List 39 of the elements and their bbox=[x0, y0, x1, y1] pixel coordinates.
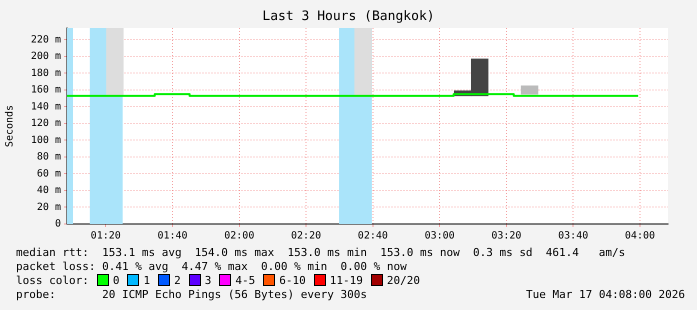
y-tick-label: 20 m bbox=[36, 202, 61, 213]
x-tick-label: 02:20 bbox=[291, 230, 322, 242]
text: 0 bbox=[112, 274, 120, 287]
y-tick-label: 80 m bbox=[36, 152, 61, 163]
text: 3 bbox=[204, 274, 212, 287]
x-tick-label: 03:00 bbox=[424, 230, 455, 242]
text: median rtt: 153.1 ms avg 154.0 ms max 153.0 ms min 153.0 ms now 0.3 ms sd 461.4 am/s bbox=[16, 246, 626, 259]
y-tick-label: 60 m bbox=[36, 168, 61, 180]
y-axis-title: Seconds bbox=[4, 104, 16, 148]
y-tick-label: 100 m bbox=[30, 134, 61, 146]
text: 1 bbox=[143, 274, 150, 287]
x-tick-label: 03:40 bbox=[558, 230, 588, 242]
y-tick-label: 120 m bbox=[30, 118, 61, 130]
y-tick-label: 160 m bbox=[30, 84, 61, 96]
text: 6-10 bbox=[279, 274, 306, 287]
chart-title: Last 3 Hours (Bangkok) bbox=[261, 9, 436, 24]
y-tick-label: 180 m bbox=[30, 68, 61, 79]
text: Tue Mar 17 04:08:00 2026 bbox=[526, 288, 685, 301]
y-tick-label: 200 m bbox=[30, 51, 61, 62]
bar bbox=[520, 85, 538, 94]
text: 2 bbox=[174, 274, 181, 287]
text: 11-19 bbox=[330, 274, 363, 287]
text: probe: 20 ICMP Echo Pings (56 Bytes) every 300s bbox=[16, 288, 367, 301]
text: packet loss: 0.41 % avg 4.47 % max 0.00 % min 0.00 % now bbox=[16, 260, 407, 273]
y-tick-label: 40 m bbox=[36, 185, 61, 196]
text: 4-5 bbox=[235, 274, 256, 287]
y-tick-label: 220 m bbox=[30, 34, 61, 46]
text: loss color: bbox=[16, 274, 89, 287]
x-tick-label: 02:40 bbox=[358, 230, 388, 242]
x-tick-label: 04:00 bbox=[624, 230, 656, 242]
text: 20/20 bbox=[386, 274, 420, 287]
x-tick-label: 03:20 bbox=[491, 230, 522, 242]
bar bbox=[354, 28, 372, 96]
y-tick-label: 0 bbox=[54, 218, 61, 230]
x-tick-label: 02:00 bbox=[224, 230, 254, 242]
bar bbox=[106, 28, 124, 96]
x-tick-label: 01:40 bbox=[157, 230, 188, 242]
x-tick-label: 01:20 bbox=[90, 230, 121, 242]
y-tick-label: 140 m bbox=[30, 101, 61, 112]
